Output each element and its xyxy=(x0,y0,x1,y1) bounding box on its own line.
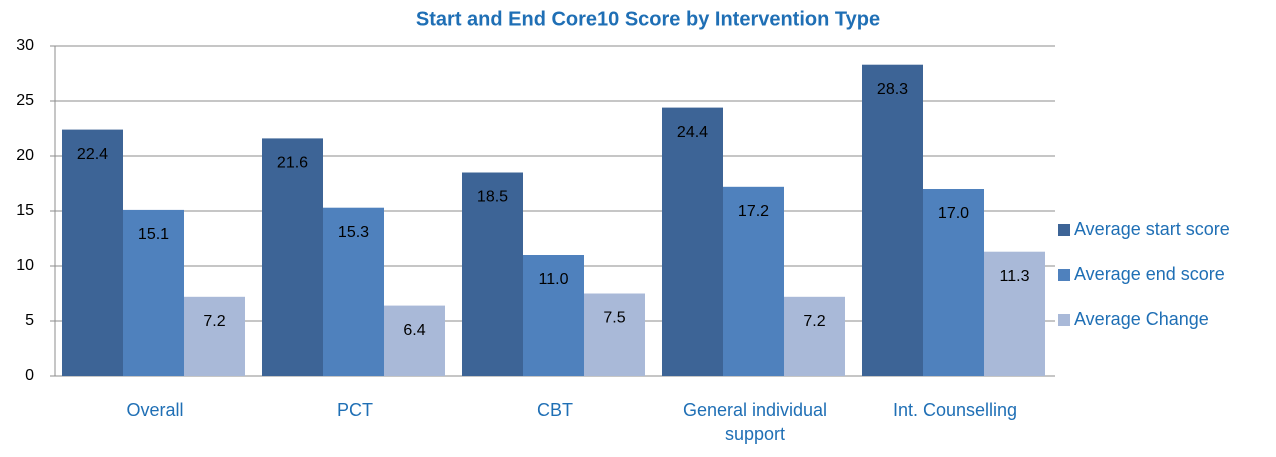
chart-title: Start and End Core10 Score by Interventi… xyxy=(416,8,880,30)
bar xyxy=(662,107,723,376)
legend-label: Average Change xyxy=(1074,309,1209,329)
bar xyxy=(923,189,984,376)
data-label: 15.1 xyxy=(138,226,169,243)
data-label: 24.4 xyxy=(677,124,708,141)
y-tick-label: 25 xyxy=(16,92,34,109)
legend-label: Average end score xyxy=(1074,264,1225,284)
bar xyxy=(262,138,323,376)
bar xyxy=(62,129,123,376)
y-tick-label: 0 xyxy=(25,367,34,384)
bar xyxy=(984,251,1045,376)
data-label: 17.0 xyxy=(938,205,969,222)
legend-swatch xyxy=(1058,269,1070,281)
bar xyxy=(784,296,845,376)
data-label: 21.6 xyxy=(277,155,308,172)
y-tick-label: 30 xyxy=(16,37,34,54)
data-label: 7.2 xyxy=(803,313,825,330)
data-label: 22.4 xyxy=(77,146,108,163)
x-tick-label: Int. Counselling xyxy=(892,400,1018,420)
bar xyxy=(462,172,523,376)
bar xyxy=(323,207,384,376)
data-label: 15.3 xyxy=(338,224,369,241)
bar xyxy=(723,186,784,376)
data-label: 11.0 xyxy=(539,271,569,288)
legend-swatch xyxy=(1058,224,1070,236)
x-tick-label: General individual support xyxy=(682,400,828,444)
bar xyxy=(184,296,245,376)
data-label: 7.2 xyxy=(203,313,225,330)
bar xyxy=(384,305,445,376)
legend-label: Average start score xyxy=(1074,219,1230,239)
bar xyxy=(584,293,645,376)
data-label: 7.5 xyxy=(603,310,625,327)
data-label: 11.3 xyxy=(1000,268,1030,285)
x-tick-label: Overall xyxy=(126,400,184,420)
data-label: 17.2 xyxy=(738,203,769,220)
x-tick-label: PCT xyxy=(337,400,373,420)
bar xyxy=(123,209,184,376)
y-tick-label: 5 xyxy=(25,312,34,329)
y-tick-label: 20 xyxy=(16,147,34,164)
data-label: 6.4 xyxy=(403,322,425,339)
y-tick-label: 15 xyxy=(16,202,34,219)
y-tick-label: 10 xyxy=(16,257,34,274)
data-label: 28.3 xyxy=(877,81,908,98)
data-label: 18.5 xyxy=(477,189,508,206)
x-tick-label: CBT xyxy=(537,400,573,420)
bar xyxy=(523,255,584,376)
legend-swatch xyxy=(1058,314,1070,326)
bar xyxy=(862,64,923,376)
